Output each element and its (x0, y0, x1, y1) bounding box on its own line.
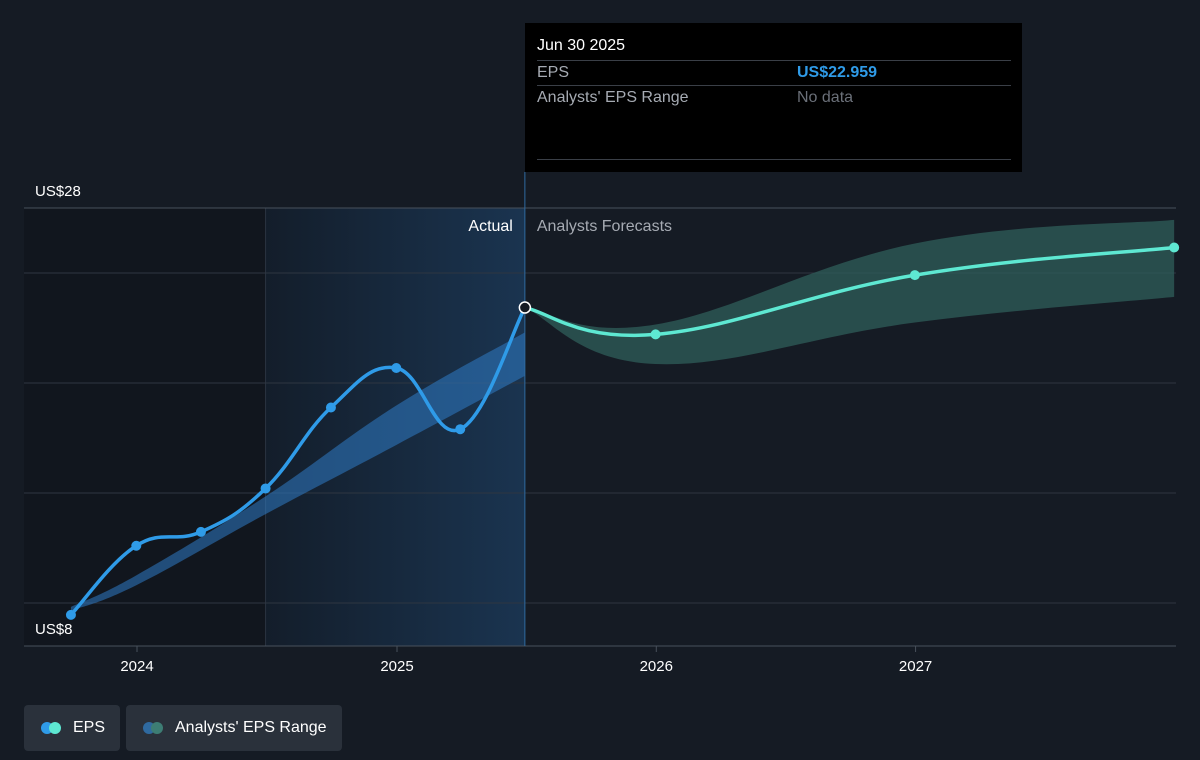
legend-range-label: Analysts' EPS Range (175, 719, 327, 736)
x-tick-label: 2027 (899, 658, 932, 675)
forecast-range-band (524, 219, 1175, 365)
actual-label: Actual (468, 218, 512, 235)
tooltip-eps-row: EPS US$22.959 (537, 60, 1011, 86)
tooltip-date: Jun 30 2025 (537, 37, 626, 54)
y-axis-bottom-label: US$8 (35, 621, 73, 638)
tooltip-divider (537, 159, 1011, 160)
eps-forecast-line (523, 245, 1176, 338)
x-tick-label: 2025 (380, 658, 413, 675)
legend-range-button[interactable]: Analysts' EPS Range (126, 705, 342, 751)
eps-points (65, 242, 1180, 620)
eps-actual-point (325, 402, 336, 413)
eps-range-bands (70, 219, 1175, 611)
eps-actual-point (131, 540, 142, 551)
x-tick-label: 2026 (640, 658, 673, 675)
eps-actual-point (260, 483, 271, 494)
legend-eps-label: EPS (73, 719, 106, 736)
x-tick-label: 2024 (120, 658, 153, 675)
eps-chart: US$28 US$8 Actual Analysts Forecasts 202… (24, 172, 1180, 675)
eps-forecast-point (1169, 242, 1180, 253)
tooltip: Jun 30 2025 EPS US$22.959 Analysts' EPS … (525, 23, 1022, 172)
tooltip-eps-label: EPS (537, 64, 570, 81)
actual-range-band (70, 332, 525, 611)
x-axis-ticks: 2024 2025 2026 2027 (120, 646, 932, 675)
eps-legend-icon (41, 722, 63, 734)
tooltip-range-label: Analysts' EPS Range (537, 89, 689, 106)
eps-actual-point (518, 301, 532, 314)
y-axis-top-label: US$28 (35, 183, 81, 200)
eps-actual-point (455, 424, 466, 435)
tooltip-range-value: No data (797, 89, 854, 106)
legend-eps-button[interactable]: EPS (24, 705, 120, 751)
range-legend-icon (143, 722, 165, 734)
eps-actual-point (195, 526, 206, 537)
eps-forecast-point (909, 270, 920, 281)
eps-forecast-point (650, 329, 661, 340)
tooltip-eps-value: US$22.959 (797, 64, 878, 81)
tooltip-range-row: Analysts' EPS Range No data (537, 85, 1011, 111)
eps-actual-point (65, 609, 76, 620)
eps-actual-point (391, 362, 402, 373)
forecast-label: Analysts Forecasts (537, 218, 672, 235)
